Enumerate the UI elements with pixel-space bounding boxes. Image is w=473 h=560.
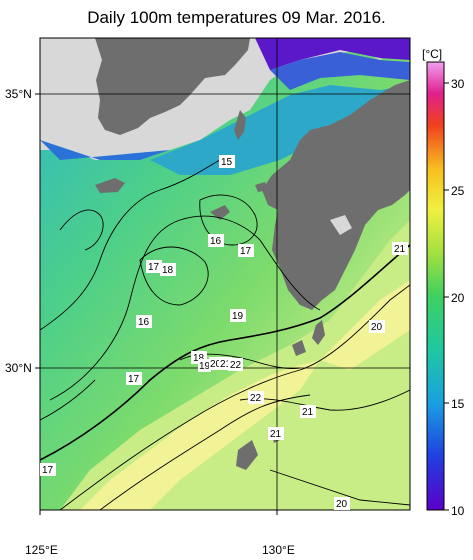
contour-label: 21 bbox=[270, 429, 282, 440]
contour-value-labels: 15 16 17 17 18 16 19 17 18 19 20 21 22 2… bbox=[40, 155, 408, 510]
korea-land bbox=[95, 38, 250, 135]
lat-label-30: 30°N bbox=[5, 361, 32, 375]
colorbar-tick: 10 bbox=[451, 504, 465, 518]
contour-label: 20 bbox=[371, 322, 383, 333]
tsushima-island bbox=[234, 110, 246, 140]
contour-label: 20 bbox=[336, 499, 348, 510]
colorbar: [°C] 30 25 20 15 10 bbox=[422, 47, 465, 518]
map-frame bbox=[39, 37, 411, 511]
contour-label: 17 bbox=[148, 262, 160, 273]
contour-lines bbox=[40, 159, 410, 510]
contour-label: 17 bbox=[128, 374, 140, 385]
colorbar-tick: 30 bbox=[451, 77, 465, 91]
contour-label: 22 bbox=[230, 360, 242, 371]
cold-water bbox=[40, 140, 170, 160]
lon-label-130: 130°E bbox=[262, 543, 295, 557]
contour-label: 22 bbox=[250, 393, 262, 404]
contour-label: 21 bbox=[394, 244, 406, 255]
map-area bbox=[40, 38, 410, 510]
contour-label: 16 bbox=[138, 317, 150, 328]
colorbar-tick: 20 bbox=[451, 291, 465, 305]
coldest-water bbox=[255, 38, 410, 70]
contour-label: 19 bbox=[199, 361, 211, 372]
contour-label: 18 bbox=[162, 265, 174, 276]
colorbar-unit: [°C] bbox=[422, 47, 442, 61]
colorbar-tick: 15 bbox=[451, 397, 465, 411]
lon-label-125: 125°E bbox=[25, 543, 58, 557]
contour-label: 20 bbox=[210, 359, 222, 370]
colorbar-tick: 25 bbox=[451, 184, 465, 198]
contour-label: 17 bbox=[42, 465, 54, 476]
lat-label-35: 35°N bbox=[5, 87, 32, 101]
contour-label: 15 bbox=[221, 157, 233, 168]
contour-label: 16 bbox=[210, 236, 222, 247]
contour-label: 17 bbox=[240, 246, 252, 257]
warm-band bbox=[60, 220, 410, 510]
japan-land bbox=[262, 80, 410, 310]
contour-label: 19 bbox=[232, 311, 244, 322]
contour-label: 21 bbox=[302, 407, 314, 418]
contour-label: 21 bbox=[220, 359, 232, 370]
colorbar-gradient bbox=[426, 61, 445, 511]
jeju-island bbox=[95, 178, 125, 193]
map-title: Daily 100m temperatures 09 Mar. 2016. bbox=[87, 8, 386, 27]
contour-label: 18 bbox=[193, 353, 205, 364]
